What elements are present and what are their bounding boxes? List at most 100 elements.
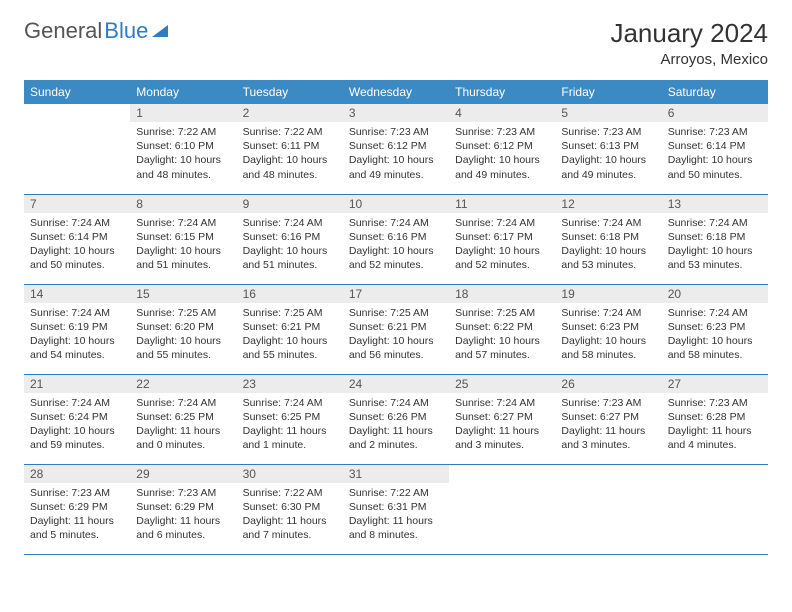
weekday-header: Wednesday	[343, 80, 449, 104]
calendar-cell: 24Sunrise: 7:24 AMSunset: 6:26 PMDayligh…	[343, 374, 449, 464]
day-details: Sunrise: 7:23 AMSunset: 6:12 PMDaylight:…	[449, 122, 555, 188]
day-number: 7	[24, 195, 130, 213]
calendar-cell: 15Sunrise: 7:25 AMSunset: 6:20 PMDayligh…	[130, 284, 236, 374]
calendar-cell: .	[662, 464, 768, 554]
day-number: 3	[343, 104, 449, 122]
calendar-row: 28Sunrise: 7:23 AMSunset: 6:29 PMDayligh…	[24, 464, 768, 554]
calendar-body: .1Sunrise: 7:22 AMSunset: 6:10 PMDayligh…	[24, 104, 768, 554]
calendar-cell: .	[24, 104, 130, 194]
day-number: 18	[449, 285, 555, 303]
calendar-cell: 23Sunrise: 7:24 AMSunset: 6:25 PMDayligh…	[237, 374, 343, 464]
day-details: Sunrise: 7:23 AMSunset: 6:12 PMDaylight:…	[343, 122, 449, 188]
calendar-cell: 28Sunrise: 7:23 AMSunset: 6:29 PMDayligh…	[24, 464, 130, 554]
weekday-header: Tuesday	[237, 80, 343, 104]
day-details: Sunrise: 7:24 AMSunset: 6:15 PMDaylight:…	[130, 213, 236, 279]
day-number: 23	[237, 375, 343, 393]
calendar-cell: 19Sunrise: 7:24 AMSunset: 6:23 PMDayligh…	[555, 284, 661, 374]
day-number: 24	[343, 375, 449, 393]
day-details: Sunrise: 7:24 AMSunset: 6:18 PMDaylight:…	[555, 213, 661, 279]
calendar-cell: 10Sunrise: 7:24 AMSunset: 6:16 PMDayligh…	[343, 194, 449, 284]
day-number: 21	[24, 375, 130, 393]
calendar-row: .1Sunrise: 7:22 AMSunset: 6:10 PMDayligh…	[24, 104, 768, 194]
calendar-table: SundayMondayTuesdayWednesdayThursdayFrid…	[24, 80, 768, 555]
calendar-cell: 26Sunrise: 7:23 AMSunset: 6:27 PMDayligh…	[555, 374, 661, 464]
weekday-header: Saturday	[662, 80, 768, 104]
day-details: Sunrise: 7:24 AMSunset: 6:14 PMDaylight:…	[24, 213, 130, 279]
brand-logo: GeneralBlue	[24, 18, 168, 44]
day-details: Sunrise: 7:22 AMSunset: 6:11 PMDaylight:…	[237, 122, 343, 188]
calendar-cell: 6Sunrise: 7:23 AMSunset: 6:14 PMDaylight…	[662, 104, 768, 194]
calendar-cell: 21Sunrise: 7:24 AMSunset: 6:24 PMDayligh…	[24, 374, 130, 464]
weekday-header: Friday	[555, 80, 661, 104]
day-details: Sunrise: 7:25 AMSunset: 6:20 PMDaylight:…	[130, 303, 236, 369]
calendar-cell: 16Sunrise: 7:25 AMSunset: 6:21 PMDayligh…	[237, 284, 343, 374]
brand-part1: General	[24, 18, 102, 44]
day-number: 17	[343, 285, 449, 303]
day-number: 12	[555, 195, 661, 213]
calendar-cell: 13Sunrise: 7:24 AMSunset: 6:18 PMDayligh…	[662, 194, 768, 284]
day-details: Sunrise: 7:24 AMSunset: 6:26 PMDaylight:…	[343, 393, 449, 459]
day-details: Sunrise: 7:22 AMSunset: 6:10 PMDaylight:…	[130, 122, 236, 188]
calendar-cell: 7Sunrise: 7:24 AMSunset: 6:14 PMDaylight…	[24, 194, 130, 284]
day-details: Sunrise: 7:23 AMSunset: 6:28 PMDaylight:…	[662, 393, 768, 459]
calendar-row: 14Sunrise: 7:24 AMSunset: 6:19 PMDayligh…	[24, 284, 768, 374]
calendar-page: GeneralBlue January 2024 Arroyos, Mexico…	[0, 0, 792, 573]
day-details: Sunrise: 7:22 AMSunset: 6:31 PMDaylight:…	[343, 483, 449, 549]
weekday-header: Monday	[130, 80, 236, 104]
calendar-row: 7Sunrise: 7:24 AMSunset: 6:14 PMDaylight…	[24, 194, 768, 284]
day-details: Sunrise: 7:25 AMSunset: 6:21 PMDaylight:…	[237, 303, 343, 369]
day-number: 11	[449, 195, 555, 213]
day-number: 8	[130, 195, 236, 213]
weekday-header: Sunday	[24, 80, 130, 104]
day-number: 10	[343, 195, 449, 213]
day-number: 5	[555, 104, 661, 122]
day-details: Sunrise: 7:23 AMSunset: 6:29 PMDaylight:…	[130, 483, 236, 549]
calendar-cell: 4Sunrise: 7:23 AMSunset: 6:12 PMDaylight…	[449, 104, 555, 194]
day-details: Sunrise: 7:23 AMSunset: 6:13 PMDaylight:…	[555, 122, 661, 188]
calendar-cell: 3Sunrise: 7:23 AMSunset: 6:12 PMDaylight…	[343, 104, 449, 194]
day-details: Sunrise: 7:24 AMSunset: 6:17 PMDaylight:…	[449, 213, 555, 279]
calendar-cell: 20Sunrise: 7:24 AMSunset: 6:23 PMDayligh…	[662, 284, 768, 374]
day-details: Sunrise: 7:24 AMSunset: 6:19 PMDaylight:…	[24, 303, 130, 369]
day-details: Sunrise: 7:24 AMSunset: 6:18 PMDaylight:…	[662, 213, 768, 279]
day-number: 27	[662, 375, 768, 393]
calendar-cell: 8Sunrise: 7:24 AMSunset: 6:15 PMDaylight…	[130, 194, 236, 284]
calendar-cell: 12Sunrise: 7:24 AMSunset: 6:18 PMDayligh…	[555, 194, 661, 284]
calendar-cell: 9Sunrise: 7:24 AMSunset: 6:16 PMDaylight…	[237, 194, 343, 284]
weekday-header: Thursday	[449, 80, 555, 104]
day-number: 2	[237, 104, 343, 122]
calendar-cell: 27Sunrise: 7:23 AMSunset: 6:28 PMDayligh…	[662, 374, 768, 464]
calendar-cell: 5Sunrise: 7:23 AMSunset: 6:13 PMDaylight…	[555, 104, 661, 194]
calendar-cell: 18Sunrise: 7:25 AMSunset: 6:22 PMDayligh…	[449, 284, 555, 374]
day-details: Sunrise: 7:24 AMSunset: 6:24 PMDaylight:…	[24, 393, 130, 459]
calendar-cell: 17Sunrise: 7:25 AMSunset: 6:21 PMDayligh…	[343, 284, 449, 374]
month-title: January 2024	[610, 18, 768, 49]
calendar-cell: 2Sunrise: 7:22 AMSunset: 6:11 PMDaylight…	[237, 104, 343, 194]
day-number: 26	[555, 375, 661, 393]
day-number: 1	[130, 104, 236, 122]
location-label: Arroyos, Mexico	[610, 51, 768, 68]
day-number: 4	[449, 104, 555, 122]
day-number: 30	[237, 465, 343, 483]
calendar-cell: 29Sunrise: 7:23 AMSunset: 6:29 PMDayligh…	[130, 464, 236, 554]
calendar-cell: 11Sunrise: 7:24 AMSunset: 6:17 PMDayligh…	[449, 194, 555, 284]
day-details: Sunrise: 7:24 AMSunset: 6:25 PMDaylight:…	[237, 393, 343, 459]
day-details: Sunrise: 7:25 AMSunset: 6:21 PMDaylight:…	[343, 303, 449, 369]
calendar-cell: 1Sunrise: 7:22 AMSunset: 6:10 PMDaylight…	[130, 104, 236, 194]
page-header: GeneralBlue January 2024 Arroyos, Mexico	[24, 18, 768, 68]
day-details: Sunrise: 7:24 AMSunset: 6:23 PMDaylight:…	[555, 303, 661, 369]
day-details: Sunrise: 7:23 AMSunset: 6:27 PMDaylight:…	[555, 393, 661, 459]
day-details: Sunrise: 7:23 AMSunset: 6:14 PMDaylight:…	[662, 122, 768, 188]
day-number: 15	[130, 285, 236, 303]
calendar-cell: 31Sunrise: 7:22 AMSunset: 6:31 PMDayligh…	[343, 464, 449, 554]
brand-mark-icon	[152, 25, 168, 37]
day-number: 22	[130, 375, 236, 393]
calendar-cell: .	[555, 464, 661, 554]
day-details: Sunrise: 7:24 AMSunset: 6:16 PMDaylight:…	[343, 213, 449, 279]
calendar-cell: .	[449, 464, 555, 554]
day-number: 31	[343, 465, 449, 483]
day-number: 6	[662, 104, 768, 122]
day-number: 13	[662, 195, 768, 213]
day-details: Sunrise: 7:23 AMSunset: 6:29 PMDaylight:…	[24, 483, 130, 549]
title-block: January 2024 Arroyos, Mexico	[610, 18, 768, 68]
